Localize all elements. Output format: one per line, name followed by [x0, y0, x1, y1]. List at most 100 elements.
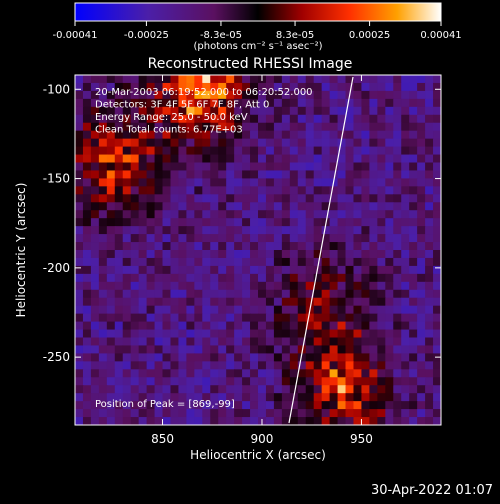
heatmap-cell [345, 321, 355, 331]
heatmap-cell [273, 289, 283, 299]
heatmap-cell [178, 345, 187, 354]
heatmap-cell [377, 313, 386, 323]
heatmap-cell [377, 417, 386, 425]
heatmap-cell [385, 75, 394, 84]
heatmap-cell [194, 321, 203, 331]
heatmap-cell [226, 289, 235, 299]
heatmap-cell [250, 162, 259, 172]
heatmap-cell [417, 289, 426, 299]
heatmap-cell [82, 186, 92, 195]
heatmap-cell [178, 234, 187, 243]
heatmap-cell [98, 281, 108, 291]
heatmap-cell [337, 114, 347, 124]
colorbar-tick-label: -0.00041 [53, 30, 98, 41]
heatmap-cell [82, 289, 92, 299]
heatmap-cell [250, 106, 259, 116]
heatmap-cell [265, 90, 275, 100]
heatmap-cell [313, 226, 323, 235]
heatmap-cell [393, 162, 402, 172]
heatmap-cell [170, 90, 180, 100]
heatmap-cell [75, 114, 84, 124]
heatmap-cell [289, 353, 299, 362]
heatmap-cell [369, 162, 378, 172]
heatmap-cell [401, 337, 410, 347]
heatmap-cell [106, 114, 116, 124]
heatmap-cell [162, 218, 172, 227]
heatmap-cell [162, 98, 172, 108]
heatmap-cell [321, 377, 331, 386]
heatmap-cell [202, 377, 211, 386]
heatmap-cell [433, 345, 441, 354]
heatmap-cell [106, 75, 116, 84]
heatmap-cell [265, 242, 275, 251]
heatmap-cell [321, 75, 331, 84]
heatmap-cell [377, 210, 386, 219]
heatmap-cell [281, 273, 291, 283]
heatmap-cell [226, 337, 235, 347]
heatmap-cell [258, 98, 267, 108]
heatmap-cell [385, 313, 394, 323]
heatmap-cell [122, 329, 132, 339]
heatmap-cell [250, 273, 259, 283]
heatmap-cell [433, 186, 441, 195]
heatmap-cell [234, 202, 243, 211]
heatmap-cell [425, 337, 434, 347]
heatmap-cell [258, 377, 267, 386]
heatmap-cell [377, 178, 386, 187]
heatmap-cell [162, 337, 172, 347]
heatmap-cell [329, 202, 339, 211]
heatmap-cell [210, 369, 219, 378]
heatmap-cell [122, 106, 132, 116]
heatmap-cell [98, 218, 108, 227]
heatmap-cell [385, 337, 394, 347]
heatmap-cell [226, 265, 235, 275]
heatmap-cell [345, 226, 355, 235]
heatmap-cell [162, 250, 172, 259]
heatmap-cell [337, 273, 347, 283]
heatmap-cell [98, 377, 108, 386]
heatmap-cell [146, 130, 156, 140]
heatmap-cell [210, 146, 219, 156]
heatmap-cell [90, 297, 100, 307]
heatmap-cell [82, 329, 92, 339]
heatmap-cell [210, 257, 219, 267]
heatmap-cell [337, 281, 347, 291]
heatmap-cell [425, 265, 434, 275]
heatmap-cell [242, 409, 251, 418]
heatmap-cell [321, 178, 331, 187]
heatmap-cell [297, 337, 307, 347]
heatmap-cell [75, 154, 84, 164]
heatmap-cell [114, 257, 124, 267]
heatmap-cell [210, 210, 219, 219]
heatmap-cell [98, 305, 108, 315]
heatmap-cell [377, 75, 386, 84]
heatmap-cell [122, 385, 132, 394]
heatmap-cell [385, 393, 394, 402]
heatmap-cell [353, 122, 363, 132]
heatmap-cell [162, 377, 172, 386]
heatmap-cell [353, 178, 363, 187]
heatmap-cell [273, 154, 283, 164]
heatmap-cell [258, 369, 267, 378]
heatmap-cell [250, 321, 259, 331]
heatmap-cell [433, 297, 441, 307]
heatmap-cell [289, 257, 299, 267]
heatmap-cell [281, 234, 291, 243]
heatmap-cell [202, 106, 211, 116]
heatmap-cell [226, 106, 235, 116]
heatmap-cell [289, 281, 299, 291]
heatmap-cell [258, 170, 267, 179]
heatmap-cell [345, 242, 355, 251]
heatmap-cell [433, 313, 441, 323]
heatmap-cell [329, 281, 339, 291]
heatmap-cell [281, 361, 291, 370]
heatmap-cell [106, 393, 116, 402]
heatmap-cell [337, 417, 347, 425]
heatmap-cell [329, 297, 339, 307]
heatmap-cell [265, 122, 275, 132]
heatmap-cell [289, 194, 299, 203]
heatmap-cell [425, 122, 434, 132]
heatmap-cell [393, 401, 402, 410]
heatmap-cell [146, 289, 156, 299]
heatmap-cell [82, 409, 92, 418]
